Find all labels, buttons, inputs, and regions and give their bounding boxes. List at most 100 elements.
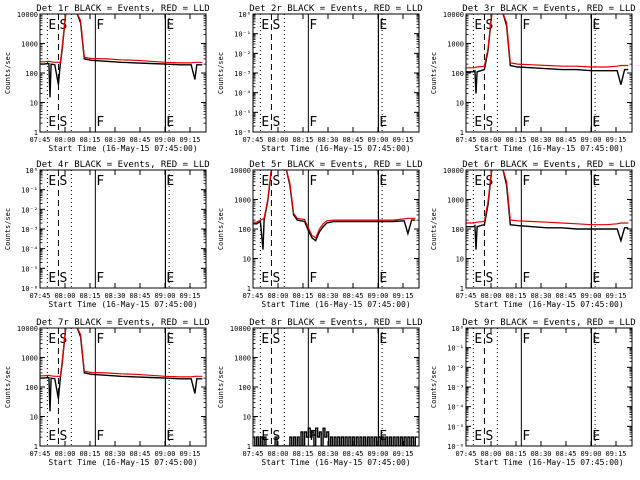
marker-label: S — [272, 115, 280, 130]
marker-label-top: F — [309, 174, 317, 189]
y-tick-label: 10⁻² — [234, 50, 251, 58]
y-tick-label: 10 — [243, 414, 251, 422]
y-tick-label: 10⁻¹ — [21, 187, 38, 195]
x-tick-label: 07:45 — [29, 136, 50, 144]
panel-2: Det 2r BLACK = Events, RED = LLD Counts/s… — [217, 4, 423, 153]
plot-frame — [39, 13, 207, 133]
x-tick-label: 08:45 — [342, 136, 363, 144]
x-tick-label: 09:00 — [367, 292, 388, 300]
y-tick-label: 1 — [460, 285, 464, 293]
marker-label-top: E — [474, 174, 482, 189]
marker-label: E — [474, 429, 482, 444]
y-tick-label: 10⁻⁴ — [447, 404, 464, 412]
marker-label: E — [48, 429, 56, 444]
marker-label-top: E — [48, 18, 56, 33]
panel-title: Det 1r BLACK = Events, RED = LLD — [36, 4, 209, 14]
y-axis-label: Counts/sec — [4, 52, 12, 94]
y-tick-label: 100 — [25, 70, 38, 78]
x-tick-label: 08:45 — [342, 292, 363, 300]
marker-label: E — [48, 271, 56, 286]
marker-label: F — [309, 115, 317, 130]
marker-label-top: E — [166, 174, 174, 189]
y-tick-label: 10000 — [443, 167, 464, 175]
y-tick-label: 10⁰ — [25, 167, 38, 175]
y-tick-label: 1 — [34, 129, 38, 137]
plot-frame — [252, 13, 420, 133]
x-axis-label: Start Time (16-May-15 07:45:00) — [474, 458, 623, 467]
series-line-lld — [253, 170, 416, 239]
x-tick-label: 09:00 — [580, 450, 601, 458]
x-tick-label: 08:00 — [54, 292, 75, 300]
x-tick-label: 08:00 — [267, 450, 288, 458]
panel-title: Det 3r BLACK = Events, RED = LLD — [462, 4, 635, 14]
marker-label-top: S — [272, 332, 280, 347]
marker-label-top: E — [592, 174, 600, 189]
x-tick-label: 09:15 — [179, 450, 200, 458]
x-tick-label: 07:45 — [242, 292, 263, 300]
y-tick-label: 10⁻² — [447, 364, 464, 372]
marker-label-top: E — [48, 174, 56, 189]
y-axis-label: Counts/sec — [217, 366, 225, 408]
x-tick-label: 08:00 — [480, 450, 501, 458]
x-tick-label: 09:15 — [605, 450, 626, 458]
marker-label-top: E — [474, 332, 482, 347]
y-tick-label: 1 — [460, 129, 464, 137]
x-tick-label: 09:15 — [392, 292, 413, 300]
x-tick-label: 08:30 — [530, 292, 551, 300]
x-tick-label: 08:15 — [505, 136, 526, 144]
marker-label-top: S — [485, 332, 493, 347]
marker-label: E — [48, 115, 56, 130]
marker-label: E — [474, 115, 482, 130]
marker-label-top: S — [59, 18, 67, 33]
y-tick-label: 10⁻⁴ — [234, 90, 251, 98]
x-tick-label: 08:15 — [292, 450, 313, 458]
y-tick-label: 10⁻⁵ — [234, 109, 251, 117]
marker-label-top: E — [261, 332, 269, 347]
y-tick-label: 1 — [247, 443, 251, 451]
x-tick-label: 08:45 — [129, 450, 150, 458]
y-tick-label: 10⁻¹ — [234, 31, 251, 39]
marker-label-top: E — [48, 332, 56, 347]
x-axis-label: Start Time (16-May-15 07:45:00) — [48, 300, 197, 309]
x-axis-label: Start Time (16-May-15 07:45:00) — [474, 300, 623, 309]
marker-label: F — [96, 429, 104, 444]
x-tick-label: 08:00 — [54, 450, 75, 458]
marker-label: E — [379, 115, 387, 130]
series-group — [40, 14, 203, 98]
marker-label-top: S — [59, 174, 67, 189]
series-group — [253, 170, 416, 250]
x-axis-label: Start Time (16-May-15 07:45:00) — [48, 144, 197, 153]
y-tick-label: 10000 — [230, 167, 251, 175]
marker-label: E — [166, 429, 174, 444]
y-tick-label: 10⁻⁶ — [234, 129, 251, 137]
marker-label-top: E — [379, 18, 387, 33]
x-tick-label: 08:30 — [530, 450, 551, 458]
x-tick-label: 08:00 — [480, 292, 501, 300]
plot-frame — [252, 327, 420, 447]
marker-label: E — [474, 271, 482, 286]
marker-label-top: E — [261, 174, 269, 189]
x-tick-label: 07:45 — [29, 450, 50, 458]
x-tick-label: 08:30 — [104, 450, 125, 458]
x-tick-label: 08:30 — [104, 136, 125, 144]
x-tick-label: 08:15 — [292, 136, 313, 144]
x-tick-label: 09:15 — [392, 136, 413, 144]
marker-label: E — [592, 429, 600, 444]
plot-frame — [39, 169, 207, 289]
panel-1: Det 1r BLACK = Events, RED = LLD Counts/s… — [4, 4, 210, 153]
y-tick-label: 1 — [247, 285, 251, 293]
x-tick-label: 07:45 — [455, 136, 476, 144]
marker-label: F — [522, 429, 530, 444]
x-tick-label: 09:15 — [179, 136, 200, 144]
y-tick-label: 10⁻¹ — [447, 345, 464, 353]
x-tick-label: 08:00 — [480, 136, 501, 144]
x-tick-label: 08:30 — [317, 292, 338, 300]
x-tick-label: 09:15 — [605, 292, 626, 300]
marker-label: E — [592, 271, 600, 286]
marker-label: E — [261, 115, 269, 130]
marker-label-top: F — [309, 18, 317, 33]
x-tick-label: 08:15 — [79, 450, 100, 458]
y-tick-label: 1000 — [21, 41, 38, 49]
x-axis-label: Start Time (16-May-15 07:45:00) — [48, 458, 197, 467]
x-tick-label: 08:30 — [317, 450, 338, 458]
